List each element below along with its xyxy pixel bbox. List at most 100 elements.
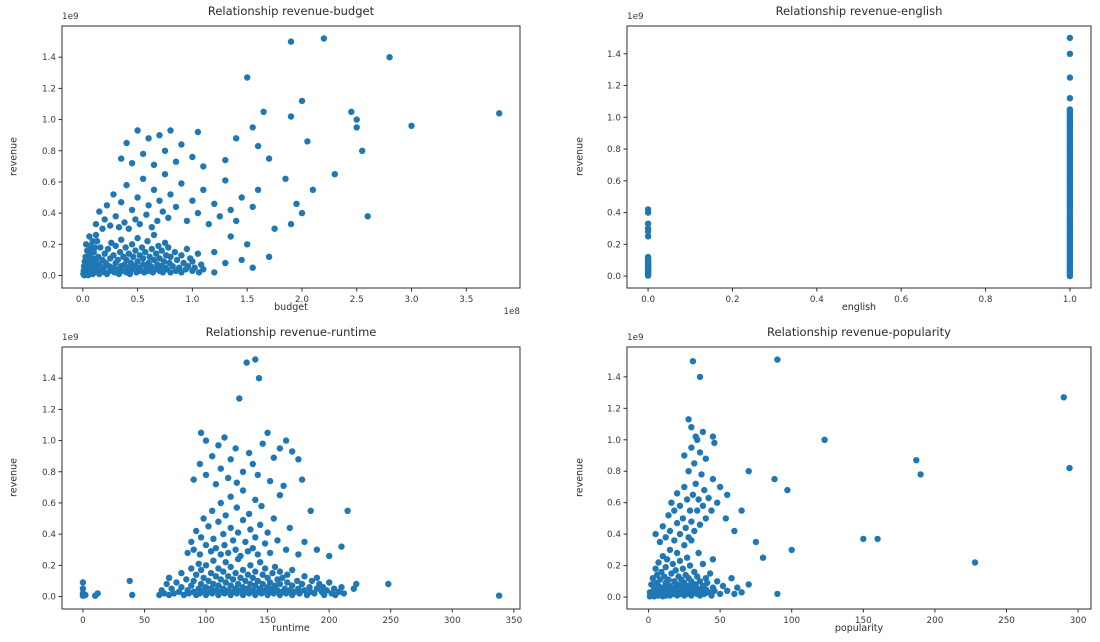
data-point xyxy=(331,171,338,178)
data-point xyxy=(247,580,254,588)
data-point xyxy=(215,565,222,572)
data-point xyxy=(211,269,218,276)
data-point xyxy=(134,234,141,242)
data-point xyxy=(644,225,652,232)
data-point xyxy=(280,482,287,489)
data-point xyxy=(215,582,222,589)
y-tick-label: 0.4 xyxy=(42,209,56,219)
data-point xyxy=(222,156,229,164)
data-point xyxy=(165,244,172,251)
y-tick-label: 0.4 xyxy=(607,530,621,540)
scatter-plot-revenue-runtime: 0 50 100 150 200 250 300 350 0.0 0.2 0.4 0.6 0.8 1.0 1… xyxy=(42,333,523,626)
data-point xyxy=(722,515,729,522)
data-point xyxy=(233,479,240,486)
data-point xyxy=(326,579,333,586)
data-point xyxy=(696,578,704,585)
data-point xyxy=(408,122,415,129)
data-point xyxy=(752,538,760,546)
x-tick-label: 350 xyxy=(505,616,522,626)
data-point xyxy=(683,554,691,561)
data-point xyxy=(190,476,197,483)
data-point xyxy=(165,574,173,581)
data-point xyxy=(79,579,87,586)
data-point xyxy=(771,475,778,483)
data-point xyxy=(265,155,273,162)
data-point xyxy=(284,579,291,586)
y-tick-label: 1.4 xyxy=(607,50,621,60)
data-point xyxy=(222,579,229,586)
data-point xyxy=(698,471,705,478)
data-point xyxy=(220,568,227,575)
x-tick-label: 1.0 xyxy=(185,295,199,305)
data-point xyxy=(313,574,321,581)
data-point xyxy=(860,535,867,543)
data-point xyxy=(202,562,210,569)
data-point xyxy=(132,216,139,223)
x-tick-label: 1.0 xyxy=(1063,295,1077,305)
x-tick-label: 0.0 xyxy=(76,295,90,305)
data-point xyxy=(266,477,274,485)
data-point xyxy=(190,577,197,585)
x-axis-label: runtime xyxy=(272,623,310,634)
data-point xyxy=(688,518,695,525)
data-point xyxy=(245,510,253,518)
x-axis-label: popularity xyxy=(834,623,884,634)
data-point xyxy=(261,565,269,572)
x-tick-label: 200 xyxy=(927,616,944,626)
data-point xyxy=(156,591,163,599)
data-point xyxy=(207,548,215,555)
data-point xyxy=(265,253,273,260)
data-point xyxy=(222,512,229,519)
x-tick-label: 0 xyxy=(80,616,86,626)
data-point xyxy=(221,434,228,441)
y-tick-label: 1.2 xyxy=(42,84,56,94)
scatter-plot-revenue-english: 0.0 0.2 0.4 0.6 0.8 1.0 0.0 0.2 0.4 0.6 0.8 1.0 1.2 1… xyxy=(607,12,1092,305)
data-point xyxy=(184,549,191,557)
data-point xyxy=(170,590,178,597)
data-point xyxy=(644,206,652,213)
y-tick-label: 0.6 xyxy=(42,178,56,188)
data-point xyxy=(200,515,207,522)
data-point xyxy=(264,529,271,536)
data-point xyxy=(196,551,204,558)
data-point xyxy=(222,559,229,566)
data-point xyxy=(155,242,162,250)
data-point xyxy=(699,560,707,568)
data-point xyxy=(178,141,185,148)
data-point xyxy=(704,579,711,587)
data-point xyxy=(154,217,161,225)
data-point xyxy=(159,208,166,215)
data-point xyxy=(287,220,295,228)
data-point xyxy=(168,585,175,592)
data-point xyxy=(104,245,112,253)
data-point xyxy=(163,580,170,588)
x-tick-label: 0 xyxy=(646,616,652,626)
data-point xyxy=(242,538,249,546)
data-point xyxy=(1066,34,1074,42)
data-point xyxy=(232,445,239,452)
y-axis-label: revenue xyxy=(8,137,20,176)
data-point xyxy=(269,569,276,577)
data-point xyxy=(202,471,210,479)
data-point xyxy=(116,248,124,256)
data-point xyxy=(194,128,202,136)
data-point xyxy=(679,565,687,572)
y-tick-label: 0.0 xyxy=(42,272,56,282)
data-point xyxy=(148,245,155,253)
data-point xyxy=(178,252,185,259)
data-point xyxy=(210,580,217,588)
data-point xyxy=(260,108,267,116)
data-point xyxy=(245,449,253,457)
data-point xyxy=(254,186,262,193)
data-point xyxy=(249,203,256,211)
y-tick-label: 1.0 xyxy=(42,116,56,126)
data-point xyxy=(200,163,207,170)
data-point xyxy=(178,584,185,591)
data-point xyxy=(249,545,256,552)
data-point xyxy=(282,175,289,182)
data-point xyxy=(239,487,247,494)
data-point xyxy=(359,147,366,154)
y-axis-label: revenue xyxy=(8,458,20,497)
x-tick-label: 0.6 xyxy=(894,295,908,305)
data-point xyxy=(237,574,244,581)
